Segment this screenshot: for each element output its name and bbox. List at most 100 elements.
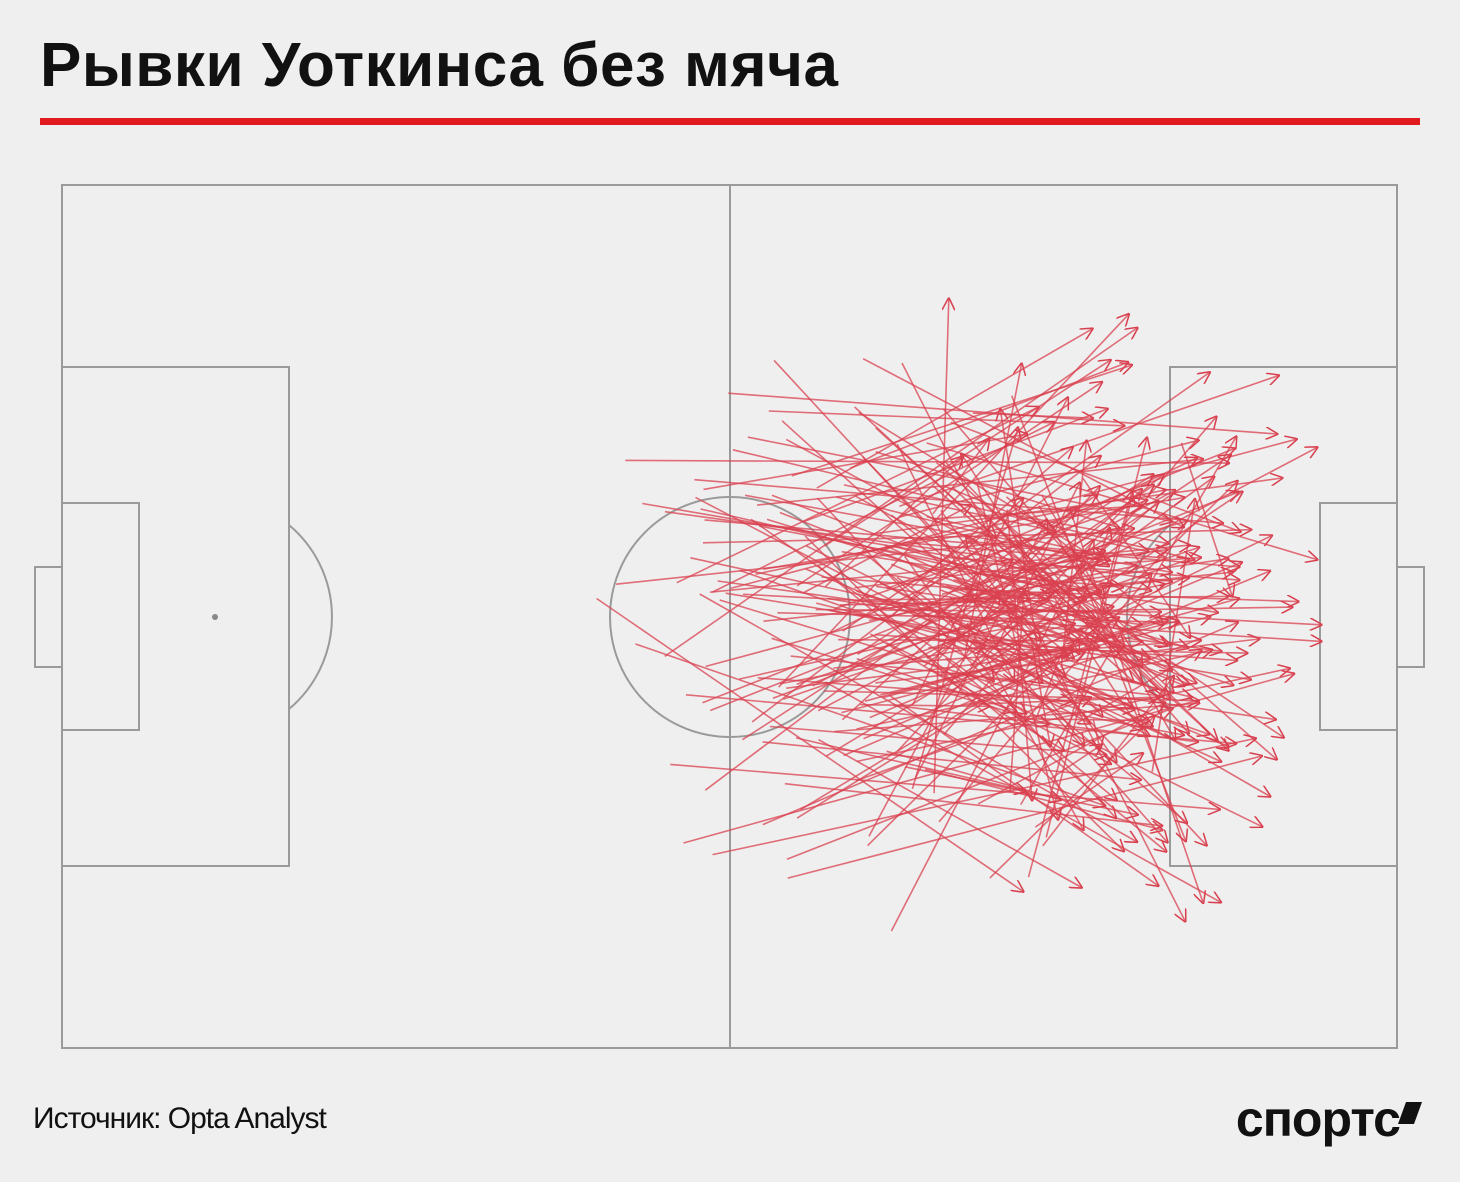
run-arrow	[771, 637, 1049, 724]
run-arrow	[805, 545, 1132, 708]
run-arrow	[1093, 719, 1100, 748]
run-arrow	[757, 459, 1203, 506]
run-arrow	[854, 550, 1168, 589]
run-arrow	[833, 640, 1200, 669]
run-arrow	[926, 515, 1104, 556]
run-arrow	[903, 541, 1110, 560]
run-arrow	[768, 410, 1124, 426]
run-arrow	[784, 782, 1162, 826]
run-arrow	[796, 382, 1102, 587]
run-arrow	[855, 495, 1171, 670]
run-arrow	[901, 362, 1185, 921]
run-arrow	[1068, 508, 1204, 903]
run-arrow	[818, 738, 1082, 888]
run-arrow	[795, 737, 1026, 791]
run-arrow	[899, 376, 1278, 507]
run-arrow	[635, 643, 1106, 806]
run-arrow	[769, 725, 1106, 755]
run-arrow	[750, 518, 1026, 713]
run-arrow	[855, 698, 1091, 782]
run-arrow	[989, 607, 1293, 612]
run-arrow	[783, 559, 1189, 700]
run-arrow	[757, 677, 1072, 701]
run-arrow	[710, 562, 1085, 712]
run-arrow	[864, 599, 1239, 702]
run-arrow	[719, 599, 1143, 729]
run-arrow	[863, 571, 1270, 740]
run-arrow	[943, 485, 1056, 532]
run-arrow	[812, 490, 1175, 687]
run-arrow	[824, 457, 963, 588]
source: Источник: Opta Analyst	[33, 1102, 327, 1135]
run-arrow	[857, 495, 1096, 655]
run-arrow	[841, 617, 1210, 714]
run-arrow	[1034, 753, 1143, 828]
run-arrow	[947, 556, 1239, 581]
run-arrow	[772, 606, 1017, 700]
run-arrow	[890, 514, 1073, 658]
run-arrow	[999, 558, 1201, 573]
run-arrow	[856, 657, 1016, 711]
run-arrow	[966, 622, 1083, 830]
run-arrow	[932, 506, 1141, 520]
run-arrow	[802, 409, 1107, 523]
run-arrow	[702, 492, 1239, 704]
run-arrow	[728, 392, 1277, 434]
run-arrow	[904, 766, 1138, 815]
run-arrow	[890, 563, 1184, 686]
run-arrow	[886, 449, 1235, 590]
penalty-spot	[212, 614, 218, 620]
runs	[596, 299, 1322, 932]
run-arrow	[842, 372, 1210, 632]
run-arrow	[856, 668, 1290, 763]
run-arrow	[664, 328, 1138, 658]
run-arrow	[900, 440, 1198, 518]
run-arrow	[944, 657, 1116, 800]
run-arrow	[787, 756, 1262, 879]
run-arrow	[854, 406, 996, 538]
run-arrow	[781, 420, 1065, 677]
run-arrow	[843, 652, 1085, 757]
title-rule	[40, 118, 1420, 125]
run-arrow	[766, 518, 1188, 648]
run-arrow	[938, 607, 1113, 643]
run-arrow	[936, 486, 1100, 662]
run-arrow	[890, 540, 1093, 932]
run-arrow	[896, 443, 1014, 681]
logo: спортс	[1235, 1091, 1401, 1147]
run-arrow	[833, 500, 1147, 610]
run-arrow	[926, 455, 1231, 660]
run-arrow	[779, 646, 985, 685]
run-arrow	[843, 484, 1149, 552]
run-arrow	[763, 498, 1184, 570]
run-arrow	[786, 708, 1173, 860]
run-arrow	[771, 494, 1095, 617]
run-arrow	[712, 738, 1256, 856]
run-arrow	[870, 478, 1282, 536]
run-arrow	[817, 564, 1166, 852]
run-arrow	[856, 590, 1157, 689]
run-arrow	[858, 411, 1109, 567]
run-arrow	[850, 362, 1128, 469]
run-arrow	[596, 597, 1024, 892]
title: Рывки Уоткинса без мяча	[40, 31, 839, 100]
run-arrow	[699, 593, 1137, 842]
run-arrow	[962, 364, 1022, 662]
run-arrow	[625, 460, 1229, 463]
run-arrow	[821, 576, 1051, 596]
run-arrow	[860, 705, 989, 707]
run-arrow	[773, 359, 1102, 716]
run-arrow	[911, 428, 1018, 790]
run-arrow	[762, 741, 1141, 780]
run-arrow	[886, 642, 1263, 827]
run-arrow	[791, 365, 1132, 477]
run-arrow	[869, 633, 1063, 750]
pitch-lines	[34, 184, 1425, 1049]
run-arrow	[800, 617, 1119, 811]
run-arrow	[967, 549, 1091, 595]
run-arrow	[1180, 442, 1232, 597]
run-arrow	[1003, 512, 1168, 544]
run-arrow	[670, 763, 1219, 809]
